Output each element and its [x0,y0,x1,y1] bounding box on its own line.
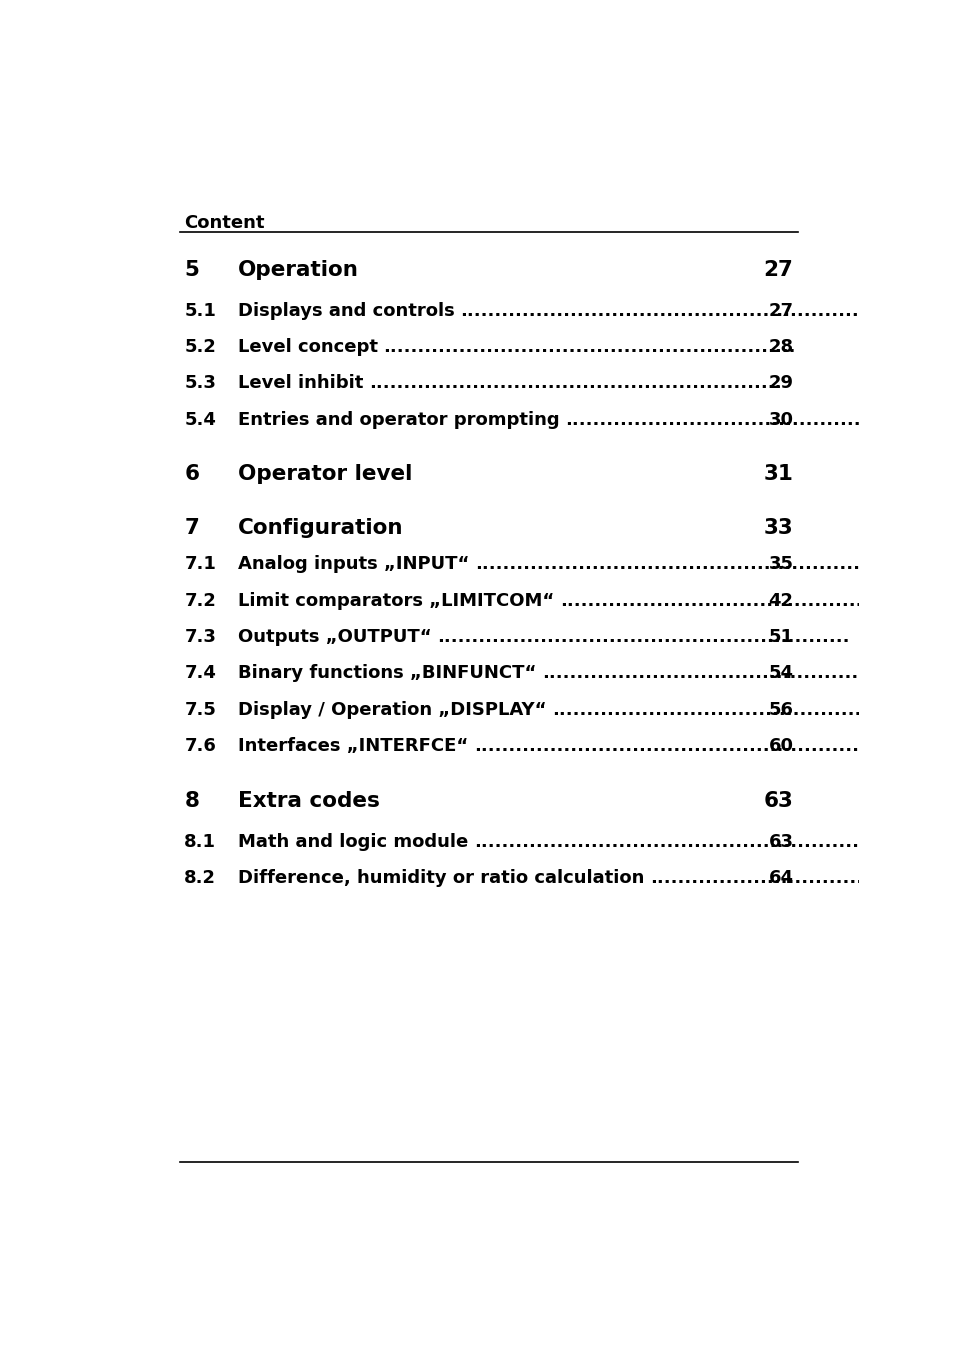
Text: ............................................................: ........................................… [474,833,885,851]
Text: 28: 28 [767,338,793,356]
Text: Binary functions „BINFUNCT“: Binary functions „BINFUNCT“ [237,664,536,683]
Text: 30: 30 [768,410,793,429]
Text: 29: 29 [768,374,793,393]
Text: 64: 64 [768,869,793,887]
Text: 7.2: 7.2 [184,591,216,610]
Text: 31: 31 [762,464,793,483]
Text: ............................................................: ........................................… [436,628,849,647]
Text: 54: 54 [768,664,793,683]
Text: 64: 64 [768,869,793,887]
Text: 8: 8 [184,791,199,811]
Text: Display / Operation „DISPLAY“: Display / Operation „DISPLAY“ [237,701,545,718]
Text: 42: 42 [768,591,793,610]
Text: Displays and controls: Displays and controls [237,301,454,320]
Text: ............................................................: ........................................… [475,555,886,574]
Text: 7.1: 7.1 [184,555,216,574]
Text: 8.1: 8.1 [184,833,216,851]
Text: ............................................................: ........................................… [564,410,953,429]
Text: Outputs „OUTPUT“: Outputs „OUTPUT“ [237,628,431,647]
Text: 33: 33 [763,518,793,537]
Text: ............................................................: ........................................… [459,301,872,320]
Text: ............................................................: ........................................… [541,664,953,683]
Text: 27: 27 [762,261,793,279]
Text: ............................................................: ........................................… [383,338,795,356]
Text: ............................................................: ........................................… [649,869,953,887]
Text: Configuration: Configuration [237,518,402,537]
Text: 7: 7 [184,518,199,537]
Text: Level inhibit: Level inhibit [237,374,362,393]
Text: 51: 51 [768,628,793,647]
Text: Entries and operator prompting: Entries and operator prompting [237,410,558,429]
Text: Extra codes: Extra codes [237,791,379,811]
Text: 63: 63 [768,833,793,851]
Text: 60: 60 [768,737,793,755]
Text: 51: 51 [768,628,793,647]
Text: 63: 63 [762,791,793,811]
Text: 7.5: 7.5 [184,701,216,718]
Text: Difference, humidity or ratio calculation: Difference, humidity or ratio calculatio… [237,869,643,887]
Text: ............................................................: ........................................… [552,701,953,718]
Text: 5.2: 5.2 [184,338,216,356]
Text: 27: 27 [768,301,793,320]
Text: 56: 56 [768,701,793,718]
Text: 27: 27 [768,301,793,320]
Text: 29: 29 [768,374,793,393]
Text: Operation: Operation [237,261,358,279]
Text: ............................................................: ........................................… [559,591,953,610]
Text: Math and logic module: Math and logic module [237,833,467,851]
Text: 35: 35 [768,555,793,574]
Text: 5.3: 5.3 [184,374,216,393]
Text: 28: 28 [767,338,793,356]
Text: Analog inputs „INPUT“: Analog inputs „INPUT“ [237,555,469,574]
Text: Limit comparators „LIMITCOM“: Limit comparators „LIMITCOM“ [237,591,553,610]
Text: 6: 6 [184,464,199,483]
Text: 54: 54 [768,664,793,683]
Text: 7.4: 7.4 [184,664,216,683]
Text: Content: Content [184,213,265,232]
Text: 30: 30 [768,410,793,429]
Text: 7.3: 7.3 [184,628,216,647]
Text: 7.6: 7.6 [184,737,216,755]
Text: Interfaces „INTERFCE“: Interfaces „INTERFCE“ [237,737,467,755]
Text: Operator level: Operator level [237,464,412,483]
Text: 5.1: 5.1 [184,301,216,320]
Text: Level concept: Level concept [237,338,377,356]
Text: ............................................................: ........................................… [369,374,781,393]
Text: 56: 56 [768,701,793,718]
Text: 42: 42 [768,591,793,610]
Text: 5: 5 [184,261,199,279]
Text: 5.4: 5.4 [184,410,216,429]
Text: ............................................................: ........................................… [474,737,885,755]
Text: 63: 63 [768,833,793,851]
Text: 8.2: 8.2 [184,869,216,887]
Text: 60: 60 [768,737,793,755]
Text: 35: 35 [768,555,793,574]
